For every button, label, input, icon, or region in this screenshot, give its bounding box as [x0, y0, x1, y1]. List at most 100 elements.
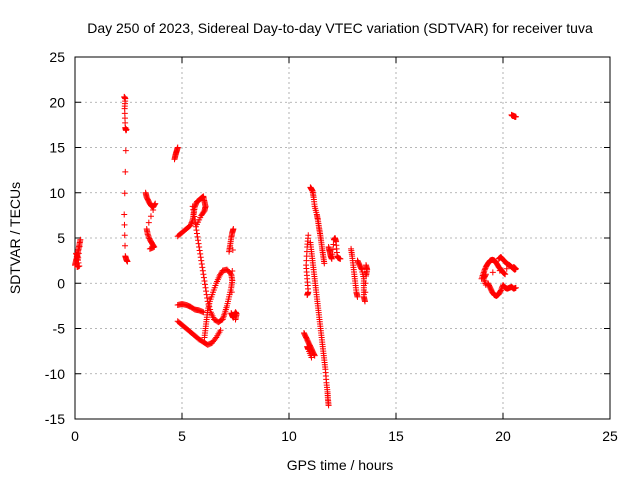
data-point [197, 250, 204, 257]
data-point [354, 293, 361, 300]
series-sat-a [72, 236, 84, 270]
y-tick-label: -15 [45, 411, 65, 427]
data-point [199, 264, 206, 271]
gridlines [75, 57, 610, 419]
series-sat-j [300, 330, 318, 359]
data-point [121, 232, 128, 239]
data-point [502, 271, 509, 278]
data-point [145, 219, 152, 226]
data-point [217, 327, 224, 334]
data-point [363, 273, 370, 280]
data-point [124, 258, 131, 265]
data-point [496, 267, 503, 274]
series-sat-c [142, 189, 159, 252]
data-point [195, 240, 202, 247]
series-sat-b [121, 93, 131, 265]
data-point [362, 289, 369, 296]
data-point [202, 284, 209, 291]
y-tick-label: 10 [49, 185, 65, 201]
data-point [330, 241, 337, 248]
x-tick-label: 10 [281, 428, 297, 444]
x-tick-label: 5 [178, 428, 186, 444]
data-point [187, 222, 194, 229]
data-point [196, 247, 203, 254]
data-point [230, 225, 237, 232]
series-sat-l [307, 239, 332, 409]
data-point [76, 243, 83, 250]
data-point [150, 206, 157, 213]
y-axis-label: SDTVAR / TECUs [7, 182, 23, 294]
data-point [200, 309, 207, 316]
data-point [311, 351, 318, 358]
data-point [121, 190, 128, 197]
data-point [77, 236, 84, 243]
data-point [308, 354, 315, 361]
series-sat-o [325, 235, 344, 262]
data-point [199, 267, 206, 274]
data-point [229, 268, 236, 275]
data-point [188, 220, 195, 227]
data-point [217, 271, 224, 278]
data-point [228, 289, 235, 296]
data-point [196, 244, 203, 251]
data-point [481, 266, 488, 273]
data-point [199, 211, 206, 218]
data-point [203, 288, 210, 295]
series-sat-g [174, 318, 224, 348]
x-tick-label: 25 [602, 428, 618, 444]
axis-ticks: 0 5 10 15 20 25 -15 -10 -5 0 5 10 15 20 25 [45, 49, 618, 444]
data-point [198, 257, 205, 264]
series-sat-u [508, 111, 519, 120]
data-point [212, 335, 219, 342]
data-point [145, 232, 152, 239]
data-point [512, 113, 519, 120]
data-point [192, 220, 199, 227]
data-point [76, 263, 83, 270]
data-point [337, 255, 344, 262]
data-point [229, 246, 236, 253]
data-point [189, 218, 196, 225]
data-point [146, 245, 153, 252]
series-sat-m [303, 232, 312, 299]
data-point [193, 227, 200, 234]
data-point [304, 292, 311, 299]
y-tick-label: 15 [49, 140, 65, 156]
data-point [503, 265, 510, 272]
series-sat-n [304, 343, 315, 361]
data-point [200, 271, 207, 278]
data-point [329, 251, 336, 258]
y-tick-label: -10 [45, 366, 65, 382]
data-point [328, 255, 335, 262]
data-point [358, 265, 365, 272]
data-point [174, 144, 181, 151]
y-tick-label: -5 [53, 321, 66, 337]
data-point [197, 254, 204, 261]
data-point [121, 221, 128, 228]
y-tick-label: 5 [57, 230, 65, 246]
data-point [321, 260, 328, 267]
data-point [144, 231, 151, 238]
data-point [189, 203, 196, 210]
data-point [191, 213, 198, 220]
data-point [192, 223, 199, 230]
data-point [123, 126, 130, 133]
data-point [152, 200, 159, 207]
data-point [121, 211, 128, 218]
x-tick-label: 20 [495, 428, 511, 444]
x-tick-label: 0 [71, 428, 79, 444]
series-sat-i [226, 225, 240, 323]
y-tick-label: 20 [49, 94, 65, 110]
series-sat-s [485, 280, 519, 299]
data-point [232, 316, 239, 323]
data-point [151, 201, 158, 208]
data-point [75, 254, 82, 261]
data-point [512, 284, 519, 291]
data-point [204, 294, 211, 301]
data-point [498, 286, 505, 293]
data-point [325, 402, 332, 409]
data-point [489, 269, 496, 276]
data-point [193, 230, 200, 237]
data-point [202, 281, 209, 288]
data-point [122, 242, 129, 249]
